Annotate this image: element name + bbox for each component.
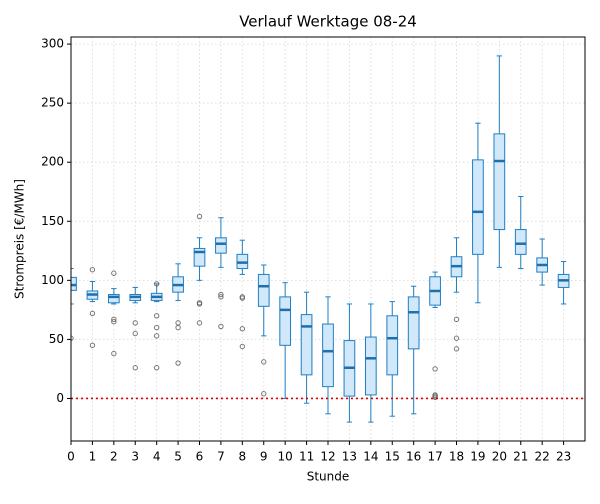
outlier (453, 335, 460, 341)
outlier (153, 333, 160, 339)
x-tick-label: 12 (320, 450, 335, 464)
box (215, 237, 227, 254)
x-tick-label: 18 (449, 450, 464, 464)
x-tick-label: 1 (89, 450, 97, 464)
x-tick-label: 0 (67, 450, 75, 464)
x-tick-label: 2 (110, 450, 118, 464)
outlier (132, 330, 138, 337)
x-tick-label: 5 (174, 450, 182, 464)
outlier (453, 316, 460, 323)
outlier (196, 301, 203, 307)
outlier (111, 350, 117, 357)
outlier (196, 320, 203, 326)
x-tick-label: 17 (427, 450, 442, 464)
outlier (453, 346, 460, 352)
box (107, 294, 120, 304)
box (364, 336, 377, 396)
outlier (132, 320, 138, 326)
x-tick-label: 22 (535, 450, 550, 464)
x-tick-label: 4 (153, 450, 161, 464)
box (493, 133, 506, 231)
box (322, 323, 334, 388)
outlier (111, 318, 117, 325)
box (472, 159, 484, 255)
x-tick-label: 6 (196, 450, 204, 464)
outlier (175, 360, 181, 366)
box (279, 296, 292, 346)
outlier (218, 294, 224, 300)
outlier (218, 323, 224, 330)
chart-title: Verlauf Werktage 08-24 (239, 13, 417, 31)
box (514, 229, 527, 255)
outlier (153, 365, 160, 371)
outlier (111, 316, 117, 323)
outlier (218, 291, 224, 298)
x-tick-label: 11 (299, 450, 314, 464)
y-tick-label: 100 (41, 273, 64, 287)
outlier (89, 267, 96, 273)
outlier (432, 366, 438, 372)
x-tick-label: 9 (260, 450, 268, 464)
outlier (239, 326, 246, 332)
x-tick-label: 23 (556, 450, 571, 464)
x-tick-label: 19 (470, 450, 485, 464)
x-tick-label: 3 (131, 450, 139, 464)
box (407, 296, 420, 350)
y-tick-label: 0 (56, 391, 64, 405)
outlier (196, 213, 203, 220)
outlier (239, 295, 246, 301)
x-tick-label: 14 (363, 450, 378, 464)
outlier (153, 281, 160, 287)
x-tick-label: 16 (406, 450, 421, 464)
x-tick-label: 13 (342, 450, 357, 464)
y-tick-label: 200 (41, 155, 64, 169)
box (386, 315, 399, 376)
x-tick-label: 10 (278, 450, 293, 464)
outlier (261, 359, 267, 365)
outlier (153, 313, 160, 319)
outlier (89, 310, 96, 317)
x-tick-label: 8 (239, 450, 247, 464)
x-tick-label: 7 (217, 450, 225, 464)
outlier (175, 324, 181, 331)
outlier (111, 270, 117, 276)
y-tick-label: 250 (41, 96, 64, 110)
outlier (239, 343, 246, 350)
y-tick-label: 300 (41, 37, 64, 51)
y-tick-label: 50 (49, 332, 64, 346)
box (193, 247, 206, 267)
y-tick-label: 150 (41, 214, 64, 228)
x-tick-label: 21 (513, 450, 528, 464)
x-tick-label: 20 (492, 450, 507, 464)
box (257, 273, 270, 307)
outlier (153, 324, 160, 331)
plot-area (71, 55, 585, 423)
outlier (132, 365, 138, 371)
outlier (89, 342, 96, 349)
y-axis-label: Strompreis [€/MWh] (13, 179, 27, 299)
outlier (432, 394, 438, 400)
box (300, 314, 313, 376)
x-tick-label: 15 (385, 450, 400, 464)
outlier (261, 391, 267, 397)
x-axis-label: Stunde (307, 470, 350, 484)
